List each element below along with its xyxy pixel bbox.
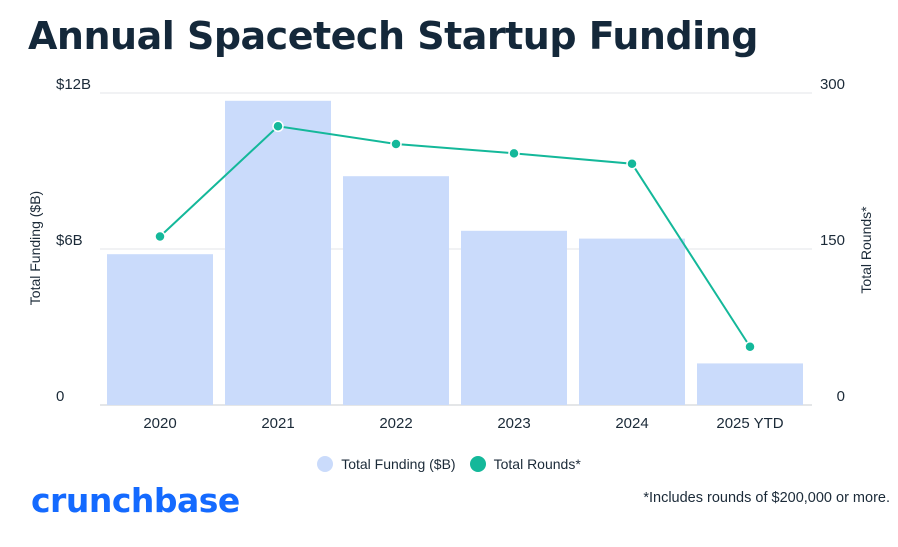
rounds-line [154,120,756,353]
y-left-axis-title: Total Funding ($B) [27,191,43,305]
rounds-point [272,120,284,133]
chart-legend: Total Funding ($B) Total Rounds* [0,456,898,472]
y-right-tick-label: 150 [820,232,845,249]
legend-label-funding: Total Funding ($B) [341,456,456,472]
y-left-tick-labels: 0 $6B $12B [56,76,91,405]
footnote: *Includes rounds of $200,000 or more. [643,490,890,506]
x-tick-label: 2023 [497,415,530,432]
y-left-tick-label: $6B [56,232,83,249]
y-left-tick-label: $12B [56,76,91,93]
x-axis-labels: 2020 2021 2022 2023 2024 2025 YTD [143,415,783,432]
funding-bar [579,238,685,405]
funding-bar [697,363,803,405]
x-tick-label: 2020 [143,415,176,432]
legend-swatch-rounds [469,456,486,472]
y-right-tick-label: 300 [820,76,845,93]
legend-swatch-funding [317,456,334,472]
funding-bar [343,176,449,405]
funding-bars [107,100,803,406]
funding-bar [225,100,331,406]
y-right-axis-title: Total Rounds* [858,206,874,294]
rounds-point [390,138,402,150]
rounds-line-path [159,125,751,348]
rounds-point [744,341,756,353]
y-right-tick-label: 0 [837,388,845,405]
funding-bar [461,230,567,405]
legend-item-funding[interactable]: Total Funding ($B) [317,456,456,472]
rounds-point [508,147,520,160]
chart-title: Annual Spacetech Startup Funding [28,14,758,58]
gridlines [100,92,812,406]
rounds-point [154,230,166,243]
y-right-tick-labels: 0 150 300 [820,76,845,405]
legend-label-rounds: Total Rounds* [493,456,581,472]
y-left-tick-label: 0 [56,388,64,405]
funding-bar [107,254,213,405]
x-tick-label: 2024 [615,415,648,432]
legend-item-rounds[interactable]: Total Rounds* [469,456,581,472]
x-tick-label: 2025 YTD [716,415,783,432]
x-tick-label: 2021 [261,415,294,432]
crunchbase-logo[interactable]: crunchbase [31,481,240,520]
x-tick-label: 2022 [379,415,412,432]
rounds-point [626,157,638,170]
